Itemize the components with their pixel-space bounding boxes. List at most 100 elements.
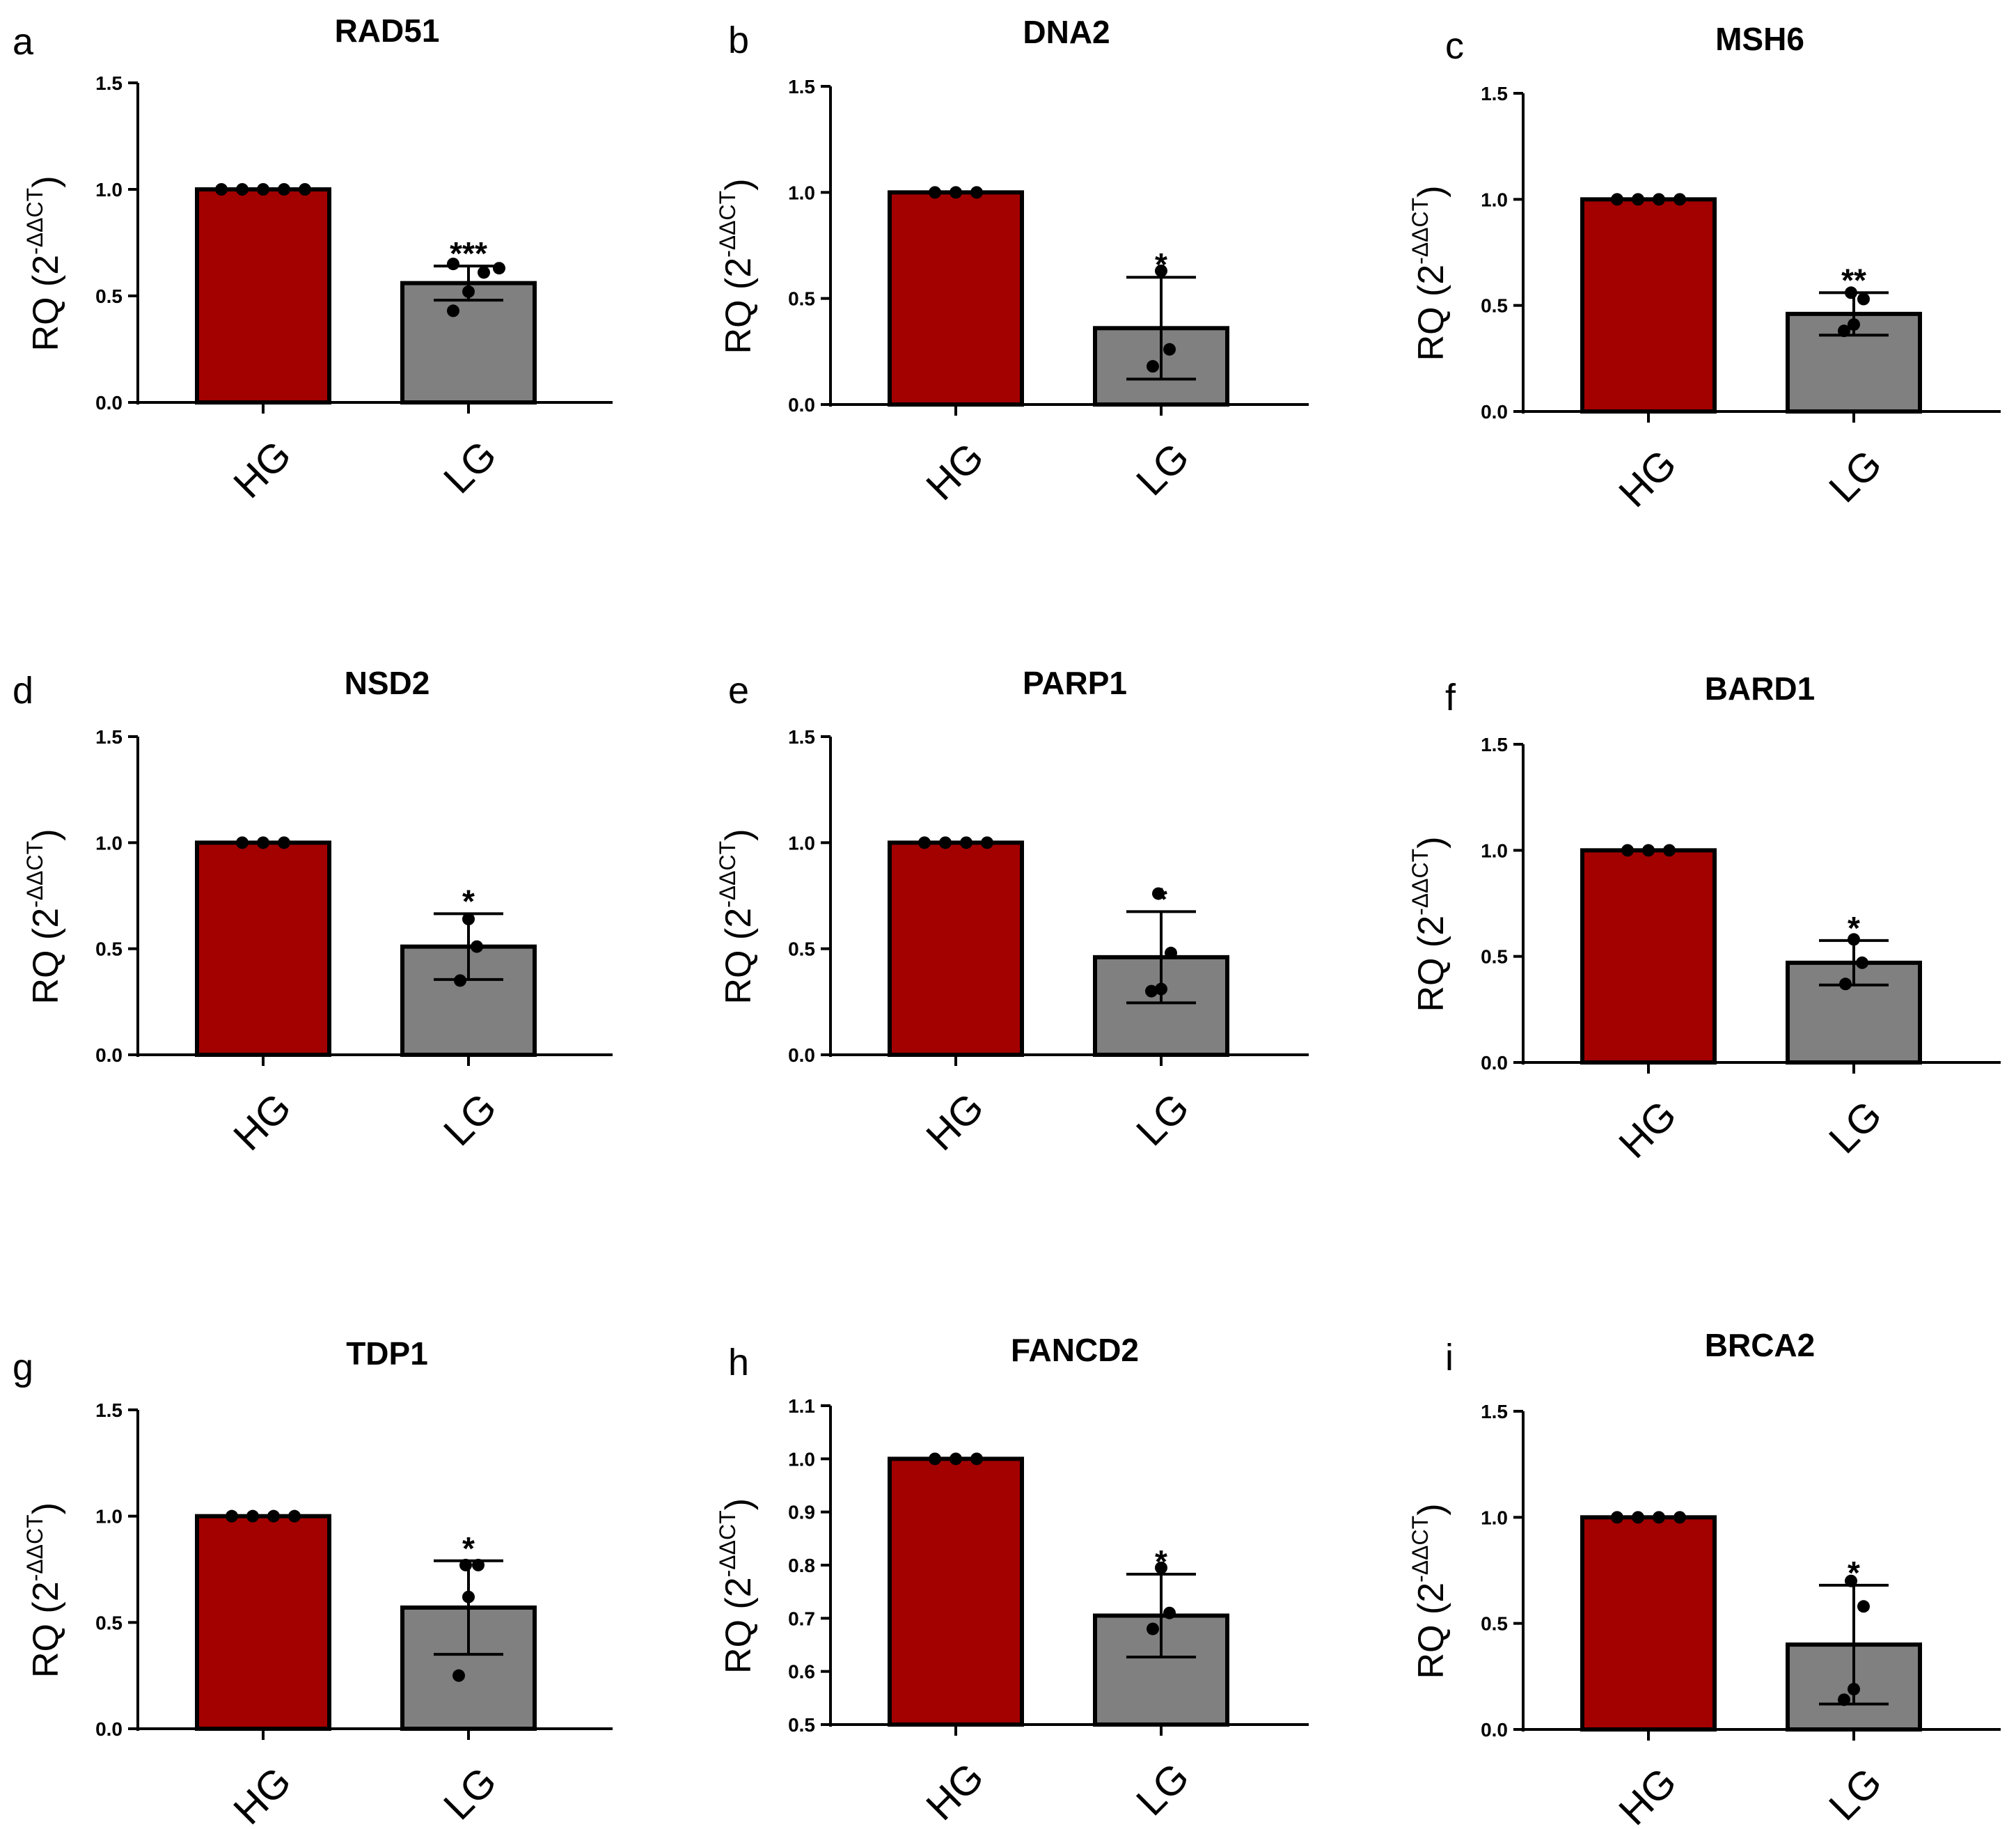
bar-hg bbox=[195, 187, 331, 405]
y-tick-label: 0.5 bbox=[788, 1714, 815, 1736]
y-axis-label-base: RQ (2 bbox=[26, 908, 66, 1005]
x-category-label: HG bbox=[225, 432, 299, 507]
y-axis-label-base: RQ (2 bbox=[718, 1577, 759, 1674]
chart-title: BARD1 bbox=[1705, 670, 1815, 707]
y-tick-label: 1.5 bbox=[95, 726, 123, 748]
panel-letter: g bbox=[13, 1347, 33, 1388]
data-point bbox=[257, 836, 269, 849]
panel-g: g TDP1 * 0.0 0.5 1.0 1.5 HG LG RQ (2-ΔΔCT) bbox=[13, 1335, 613, 1829]
data-point bbox=[1839, 978, 1852, 991]
data-point bbox=[299, 183, 311, 196]
data-point bbox=[288, 1509, 301, 1523]
panel-letter: e bbox=[728, 670, 749, 712]
data-point bbox=[1845, 286, 1857, 299]
panel-i: i BRCA2 * 0.0 0.5 1.0 1.5 HG LG RQ (2-ΔΔCT) bbox=[1408, 1327, 2001, 1829]
y-tick-label: 1.5 bbox=[1481, 1401, 1508, 1422]
y-tick-label: 1.0 bbox=[95, 1506, 123, 1528]
data-point bbox=[960, 836, 972, 849]
panel-d: d NSD2 * 0.0 0.5 1.0 1.5 HG LG RQ (2-ΔΔCT) bbox=[13, 665, 613, 1159]
y-tick-label: 0.0 bbox=[95, 392, 123, 414]
y-tick-label: 1.0 bbox=[1481, 1507, 1508, 1528]
significance-marker: * bbox=[1848, 910, 1860, 946]
panel-letter: a bbox=[13, 21, 34, 63]
y-axis-label-superscript: -ΔΔCT bbox=[1408, 849, 1433, 916]
x-category-label: LG bbox=[1128, 1085, 1198, 1155]
y-tick-label: 1.5 bbox=[788, 726, 815, 748]
bar-hg bbox=[1580, 1515, 1717, 1732]
data-point bbox=[1653, 193, 1665, 206]
data-point bbox=[950, 1452, 962, 1466]
panel-c: c MSH6 ** 0.0 0.5 1.0 1.5 HG LG RQ (2-ΔΔCT) bbox=[1408, 21, 2001, 516]
chart-title: DNA2 bbox=[1023, 14, 1110, 50]
y-tick-label: 0.0 bbox=[1481, 1052, 1508, 1074]
y-axis-label: RQ (2-ΔΔCT) bbox=[715, 178, 759, 354]
x-category-label: HG bbox=[225, 1759, 299, 1829]
y-tick-label: 0.5 bbox=[1481, 1613, 1508, 1635]
bar-hg bbox=[1580, 197, 1717, 414]
data-point bbox=[471, 940, 483, 953]
data-point bbox=[1857, 292, 1870, 306]
data-point bbox=[1857, 1600, 1870, 1613]
data-point bbox=[1848, 318, 1860, 331]
y-axis-label-superscript: -ΔΔCT bbox=[22, 841, 47, 908]
data-point bbox=[950, 186, 962, 199]
significance-marker: * bbox=[1155, 246, 1167, 283]
panel-letter: b bbox=[728, 19, 749, 61]
data-point bbox=[970, 1452, 983, 1466]
significance-marker: * bbox=[1848, 1555, 1860, 1591]
data-point bbox=[1611, 1511, 1623, 1524]
data-point bbox=[462, 913, 475, 926]
chart-title: RAD51 bbox=[335, 13, 440, 49]
x-category-label: HG bbox=[1610, 441, 1685, 516]
data-point bbox=[1674, 1511, 1686, 1524]
data-point bbox=[1163, 343, 1176, 356]
y-tick-label: 0.5 bbox=[95, 939, 123, 960]
y-tick-label: 1.5 bbox=[95, 1399, 123, 1421]
panel-letter: h bbox=[728, 1342, 749, 1383]
bar-lg bbox=[400, 1605, 537, 1731]
y-axis-label-close: ) bbox=[26, 1502, 66, 1514]
data-point bbox=[267, 1509, 280, 1523]
y-axis-label: RQ (2-ΔΔCT) bbox=[1408, 1503, 1451, 1679]
data-point bbox=[1621, 844, 1634, 857]
data-point bbox=[215, 183, 228, 196]
significance-marker: *** bbox=[450, 235, 487, 272]
y-tick-label: 0.0 bbox=[788, 1044, 815, 1066]
data-point bbox=[981, 836, 993, 849]
y-axis-label-base: RQ (2 bbox=[26, 1581, 66, 1678]
y-tick-label: 1.5 bbox=[788, 76, 815, 97]
significance-marker: * bbox=[1155, 1544, 1167, 1580]
y-axis-label: RQ (2-ΔΔCT) bbox=[1408, 185, 1451, 361]
data-point bbox=[1155, 982, 1167, 996]
chart-title: TDP1 bbox=[346, 1335, 428, 1372]
x-category-label: LG bbox=[1128, 434, 1198, 505]
y-tick-label: 0.5 bbox=[1481, 946, 1508, 968]
y-tick-label: 0.0 bbox=[95, 1044, 123, 1066]
y-axis-label-superscript: -ΔΔCT bbox=[715, 1510, 740, 1577]
y-axis-label-superscript: -ΔΔCT bbox=[1408, 198, 1433, 265]
x-category-label: LG bbox=[1820, 1759, 1891, 1829]
y-tick-label: 0.7 bbox=[788, 1608, 815, 1629]
significance-marker: * bbox=[462, 883, 475, 919]
data-point bbox=[493, 262, 505, 275]
data-point bbox=[1848, 933, 1860, 946]
significance-marker: * bbox=[462, 1530, 475, 1567]
y-axis-label-base: RQ (2 bbox=[1411, 916, 1451, 1012]
y-axis-label-close: ) bbox=[718, 1498, 759, 1510]
data-point bbox=[452, 1669, 465, 1682]
panel-a: a RAD51 *** 0.0 0.5 1.0 1.5 HG LG RQ (2-ΔΔCT) bbox=[13, 13, 613, 507]
data-point bbox=[447, 304, 459, 317]
x-category-label: LG bbox=[1820, 441, 1891, 512]
y-axis-label-base: RQ (2 bbox=[718, 908, 759, 1005]
data-point bbox=[472, 1558, 485, 1571]
y-tick-label: 0.5 bbox=[1481, 295, 1508, 317]
data-point bbox=[1632, 193, 1644, 206]
y-tick-label: 0.9 bbox=[788, 1502, 815, 1523]
y-axis-label-close: ) bbox=[1411, 1503, 1451, 1515]
data-point bbox=[236, 183, 249, 196]
bar-hg bbox=[888, 190, 1024, 407]
y-axis-label-superscript: -ΔΔCT bbox=[22, 1514, 47, 1581]
y-tick-label: 0.5 bbox=[95, 1612, 123, 1633]
y-tick-label: 0.0 bbox=[1481, 1719, 1508, 1741]
